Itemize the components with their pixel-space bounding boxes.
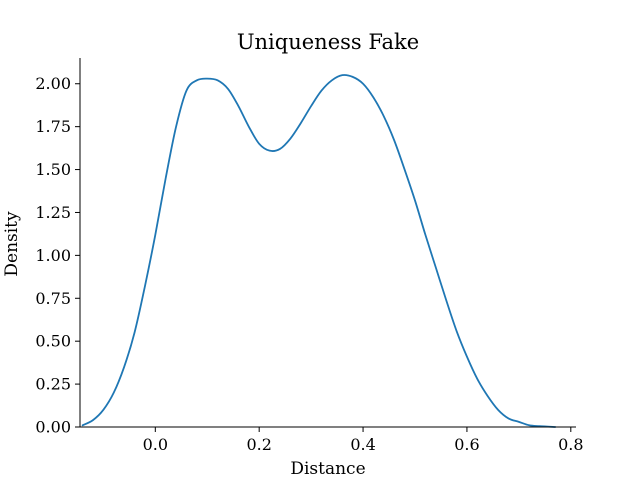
x-tick-label: 0.2 [246,435,271,454]
x-axis-label: Distance [290,459,365,479]
y-tick-label: 0.50 [35,332,71,351]
y-tick-label: 2.00 [35,74,71,93]
x-tick-label: 0.4 [350,435,375,454]
y-tick-label: 1.50 [35,160,71,179]
y-tick-label: 1.25 [35,203,71,222]
chart-title: Uniqueness Fake [237,30,419,54]
density-curve [81,74,557,428]
y-tick-label: 0.25 [35,375,71,394]
x-axis-ticks: 0.0 0.2 0.4 0.6 0.8 [143,427,584,454]
y-tick-label: 1.75 [35,117,71,136]
y-axis-label: Density [2,211,22,277]
y-tick-label: 1.00 [35,246,71,265]
y-axis-ticks: 0.00 0.25 0.50 0.75 1.00 1.25 1.50 1.75 2.00 [35,74,80,437]
y-tick-label: 0.00 [35,418,71,437]
x-tick-label: 0.0 [143,435,168,454]
x-tick-label: 0.6 [454,435,479,454]
x-tick-label: 0.8 [558,435,583,454]
y-tick-label: 0.75 [35,289,71,308]
